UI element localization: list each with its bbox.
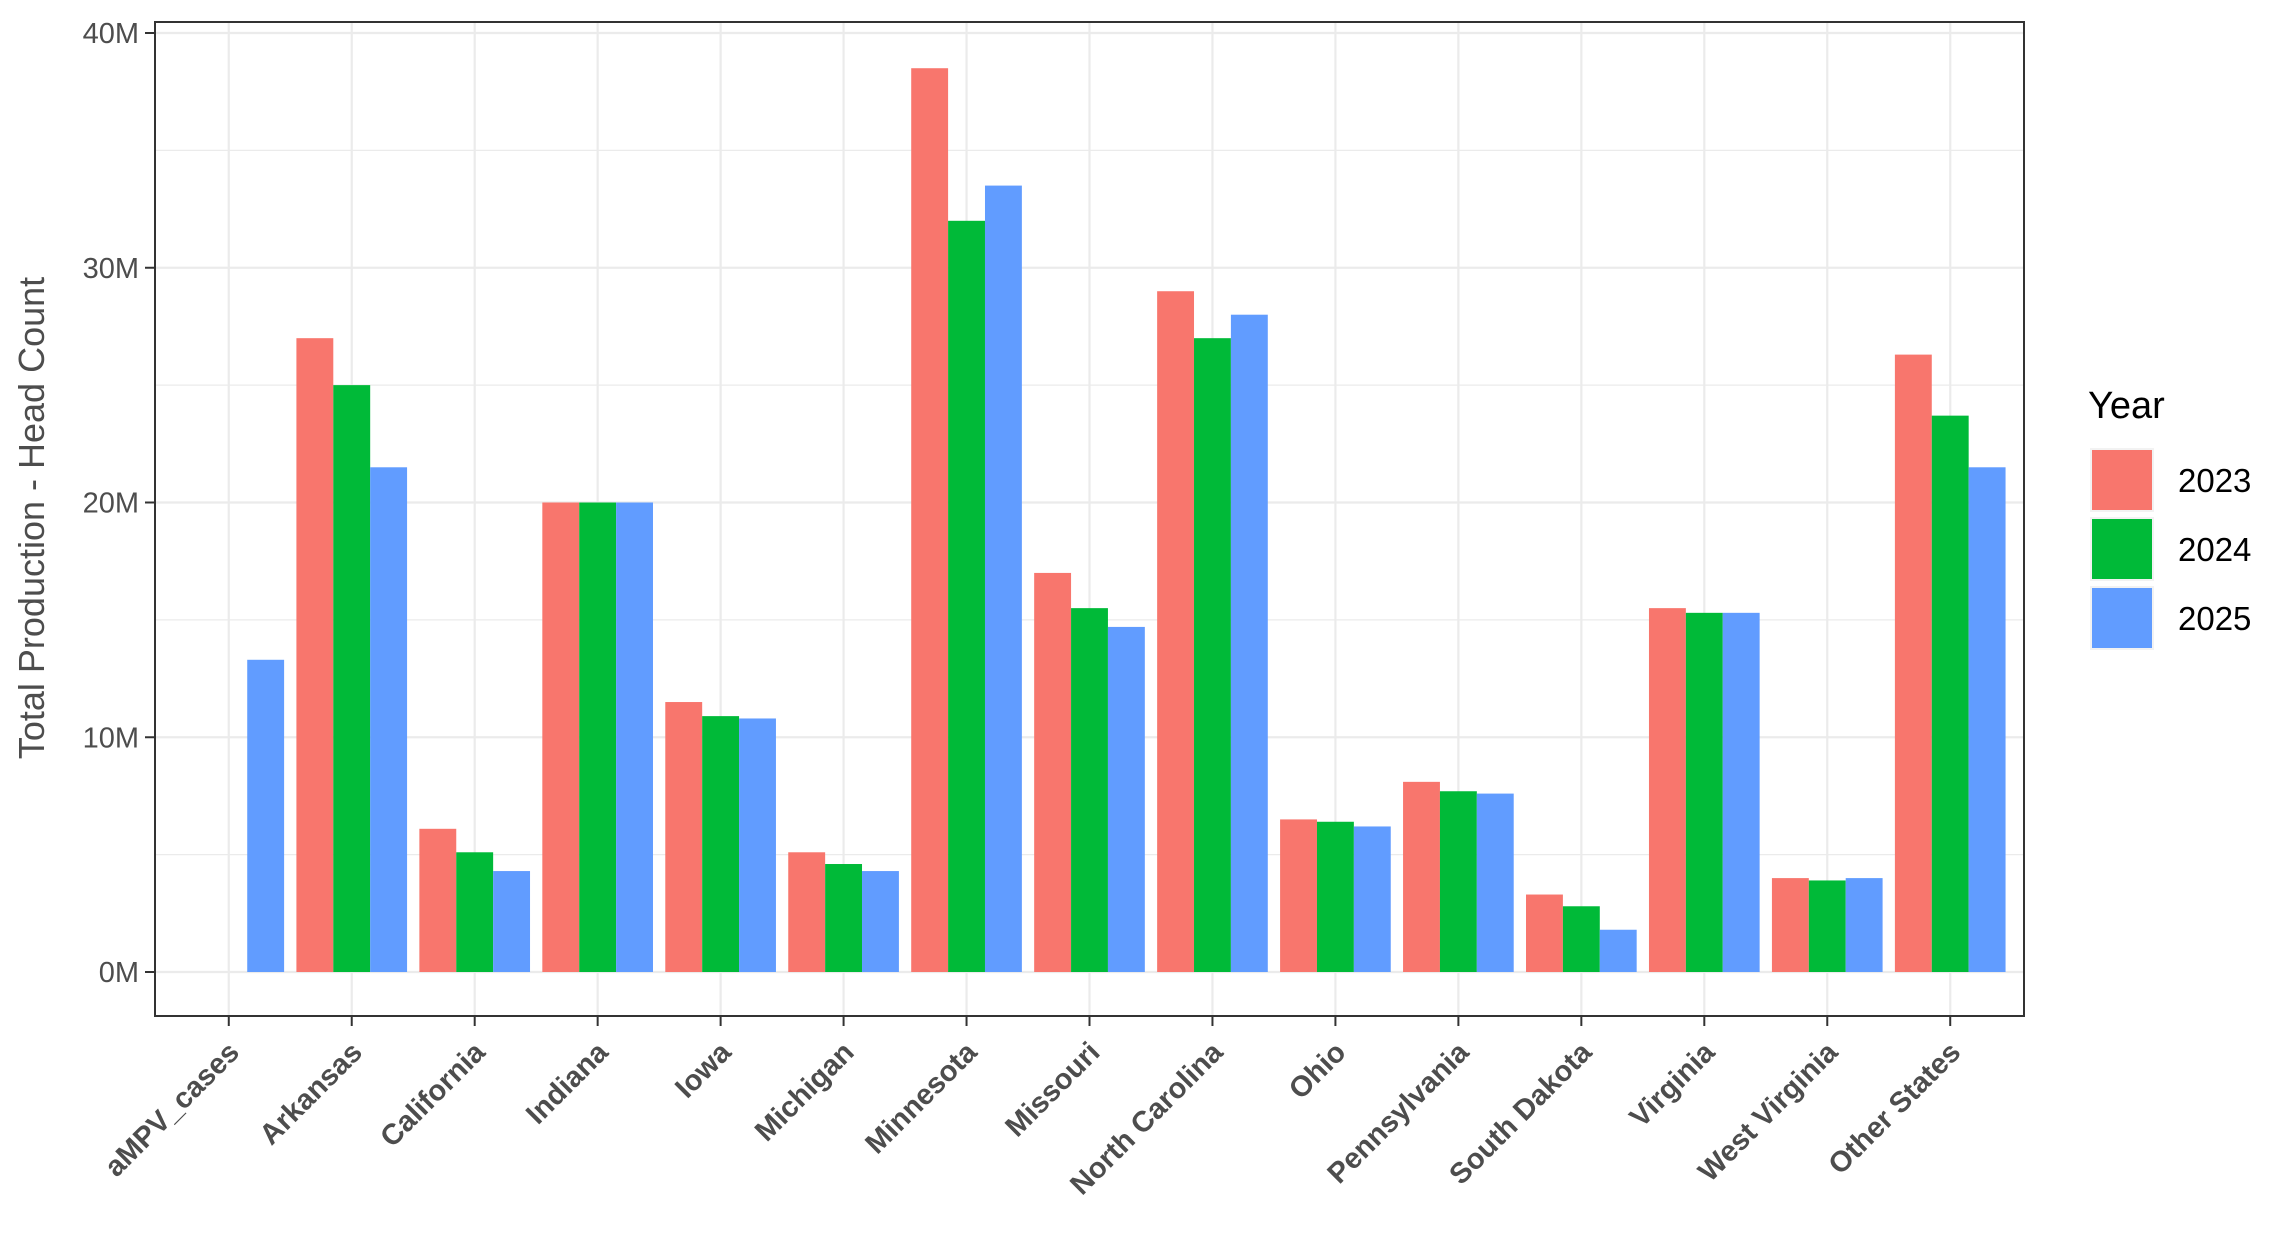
bar-2024 — [456, 852, 494, 972]
bar-2024 — [1316, 821, 1354, 972]
y-tick-label: 20M — [83, 488, 139, 520]
bar-2024 — [579, 502, 617, 972]
bar-2025 — [1968, 467, 2006, 972]
y-tick-label: 30M — [83, 253, 139, 285]
bar-2023 — [296, 338, 334, 972]
bar-2025 — [862, 871, 899, 972]
y-tick-label: 0M — [99, 957, 139, 989]
bar-2025 — [1107, 626, 1145, 972]
bar-2025 — [1599, 929, 1637, 972]
bar-2024 — [1685, 612, 1723, 972]
bar-2025 — [1722, 612, 1760, 972]
bar-2025 — [1230, 314, 1268, 972]
y-tick-label: 40M — [83, 18, 139, 50]
bar-2025 — [370, 467, 408, 972]
bar-2023 — [1280, 819, 1317, 972]
bar-2025 — [247, 659, 285, 972]
legend-swatch-2024 — [2092, 519, 2152, 579]
bar-2025 — [1476, 793, 1514, 972]
legend-swatch-2025 — [2092, 588, 2152, 648]
legend-label-2024: 2024 — [2178, 531, 2251, 568]
bar-2025 — [739, 718, 776, 972]
bar-2024 — [1808, 880, 1846, 972]
legend: Year 2023 2024 2025 — [2088, 385, 2251, 650]
bar-2024 — [825, 864, 863, 972]
bar-2024 — [1439, 791, 1477, 972]
bar-2023 — [1034, 572, 1072, 972]
bar-2025 — [1845, 878, 1883, 972]
bar-2024 — [1931, 415, 1969, 973]
bar-2023 — [1526, 894, 1563, 972]
bar-2025 — [984, 185, 1022, 972]
legend-swatch-2023 — [2092, 450, 2152, 510]
bar-2023 — [1894, 354, 1932, 972]
bar-2023 — [542, 502, 580, 972]
y-axis-title: Total Production - Head Count — [11, 277, 52, 759]
legend-label-2025: 2025 — [2178, 600, 2251, 637]
bar-2023 — [665, 702, 703, 972]
bar-2024 — [1562, 906, 1600, 972]
bar-2023 — [1771, 878, 1809, 972]
y-tick-label: 10M — [83, 722, 139, 754]
bar-2025 — [616, 502, 653, 972]
bar-2025 — [493, 871, 531, 972]
bar-2023 — [1403, 781, 1440, 972]
bar-2023 — [1648, 608, 1686, 972]
bar-2024 — [1194, 338, 1231, 972]
bar-2025 — [1353, 826, 1391, 972]
bar-2023 — [788, 852, 826, 972]
bar-2023 — [419, 828, 457, 972]
bar-2024 — [333, 385, 371, 972]
bar-2024 — [702, 716, 740, 972]
legend-label-2023: 2023 — [2178, 462, 2251, 499]
bar-2024 — [1071, 608, 1108, 972]
legend-title: Year — [2088, 385, 2165, 427]
bar-2024 — [948, 220, 985, 973]
bar-2023 — [911, 68, 949, 972]
bar-2023 — [1157, 291, 1195, 973]
bars — [247, 68, 2006, 973]
